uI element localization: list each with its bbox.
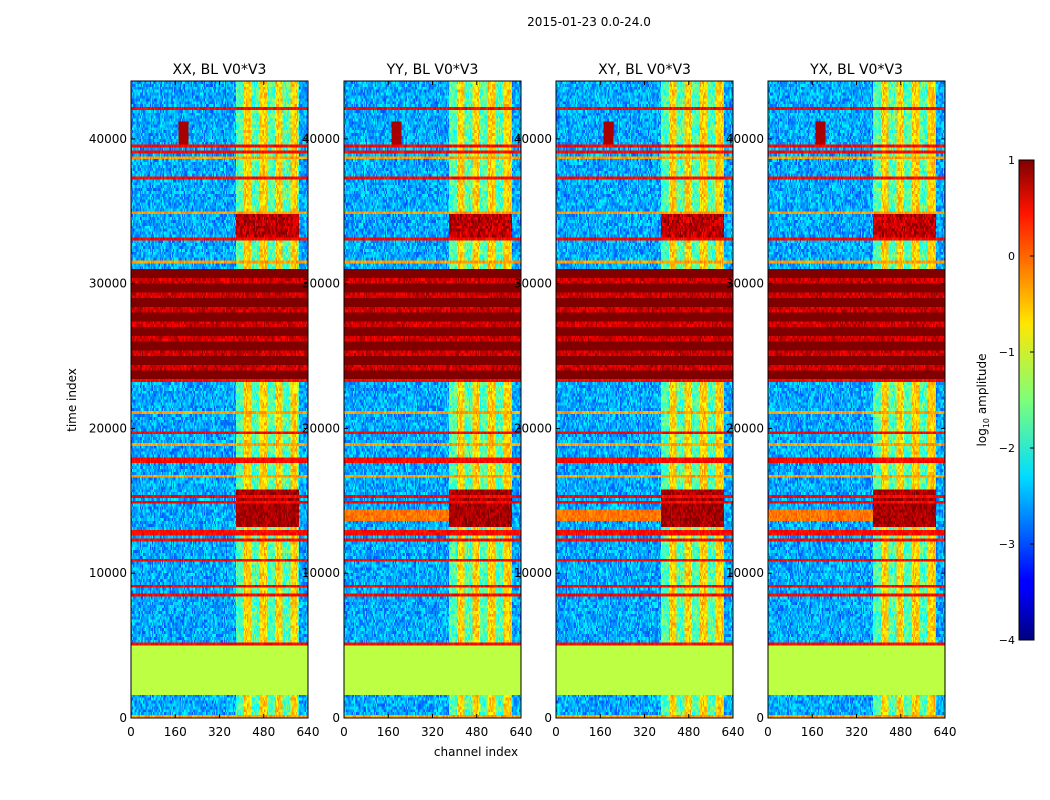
panel-3: XY, BL V0*V3 0 160 320 480 640 0 10000 20000 3000… (514, 62, 745, 739)
x-tick-label: 640 (297, 725, 320, 739)
colorbar-tick-label: 0 (1008, 250, 1015, 263)
y-axis-label: time index (65, 368, 79, 432)
y-tick-label: 20000 (302, 421, 340, 435)
x-tick-label: 640 (934, 725, 957, 739)
heatmap-image (556, 81, 733, 718)
y-tick-label: 40000 (89, 132, 127, 146)
x-tick-label: 0 (552, 725, 560, 739)
x-axis-label: channel index (434, 745, 518, 759)
y-tick-label: 40000 (726, 132, 764, 146)
panel-4: YX, BL V0*V3 0 160 320 480 640 0 10000 20000 3000… (726, 62, 957, 739)
colorbar-ticks: −4 −3 −2 −1 0 1 (999, 154, 1034, 647)
panel-1: XX, BL V0*V3 0 160 320 480 640 0 10000 20000 3000… (89, 62, 320, 739)
figure-suptitle: 2015-01-23 0.0-24.0 (527, 15, 651, 29)
y-tick-label: 0 (756, 711, 764, 725)
panels: XX, BL V0*V3 0 160 320 480 640 0 10000 20000 3000… (89, 62, 957, 739)
x-tick-label: 0 (764, 725, 772, 739)
x-tick-label: 480 (465, 725, 488, 739)
colorbar: −4 −3 −2 −1 0 1 log10 amplitude (975, 154, 1035, 647)
y-tick-label: 0 (332, 711, 340, 725)
y-tick-label: 30000 (89, 277, 127, 291)
y-tick-label: 40000 (302, 132, 340, 146)
y-tick-label: 30000 (726, 277, 764, 291)
y-tick-label: 10000 (726, 566, 764, 580)
x-tick-label: 160 (589, 725, 612, 739)
y-tick-label: 30000 (302, 277, 340, 291)
x-tick-label: 160 (377, 725, 400, 739)
heatmap-image (768, 81, 945, 718)
x-tick-label: 480 (252, 725, 275, 739)
colorbar-label: log10 amplitude (975, 354, 991, 447)
colorbar-tick-label: −2 (999, 442, 1015, 455)
y-tick-label: 40000 (514, 132, 552, 146)
y-tick-label: 10000 (514, 566, 552, 580)
x-tick-label: 320 (208, 725, 231, 739)
colorbar-label-base: 10 (982, 418, 991, 428)
x-tick-label: 640 (722, 725, 745, 739)
y-tick-label: 20000 (514, 421, 552, 435)
heatmap-image (344, 81, 521, 718)
panel-2: YY, BL V0*V3 0 160 320 480 640 0 10000 20000 3000… (302, 62, 533, 739)
panel-title: XY, BL V0*V3 (598, 62, 691, 78)
panel-title: YX, BL V0*V3 (809, 62, 903, 78)
x-tick-label: 320 (421, 725, 444, 739)
colorbar-gradient (1018, 159, 1035, 641)
x-tick-label: 480 (889, 725, 912, 739)
y-tick-label: 30000 (514, 277, 552, 291)
x-tick-label: 160 (801, 725, 824, 739)
colorbar-label-rest: amplitude (975, 354, 989, 418)
colorbar-tick-label: −3 (999, 538, 1015, 551)
colorbar-tick-label: −1 (999, 346, 1015, 359)
y-tick-label: 0 (544, 711, 552, 725)
x-tick-label: 160 (164, 725, 187, 739)
colorbar-label-log: log (975, 428, 989, 446)
y-tick-label: 20000 (89, 421, 127, 435)
y-tick-label: 20000 (726, 421, 764, 435)
x-tick-label: 480 (677, 725, 700, 739)
x-tick-label: 320 (845, 725, 868, 739)
colorbar-tick-label: −4 (999, 634, 1015, 647)
y-tick-label: 10000 (302, 566, 340, 580)
x-tick-label: 0 (127, 725, 135, 739)
x-tick-label: 320 (633, 725, 656, 739)
x-tick-label: 0 (340, 725, 348, 739)
y-tick-label: 0 (119, 711, 127, 725)
colorbar-tick-label: 1 (1008, 154, 1015, 167)
y-tick-label: 10000 (89, 566, 127, 580)
heatmap-image (131, 81, 308, 718)
panel-title: XX, BL V0*V3 (173, 62, 267, 78)
x-tick-label: 640 (510, 725, 533, 739)
panel-title: YY, BL V0*V3 (386, 62, 479, 78)
